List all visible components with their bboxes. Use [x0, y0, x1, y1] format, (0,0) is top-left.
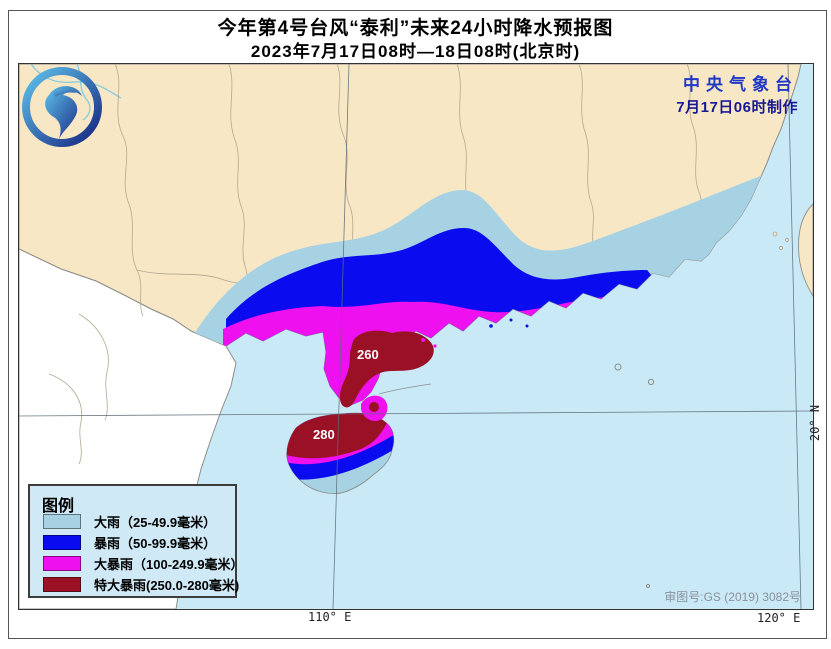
legend-item-rainstorm: 暴雨（50-99.9毫米）: [43, 535, 217, 551]
strait-line: [378, 383, 432, 395]
legend-swatch-severe-rainstorm: [43, 577, 81, 592]
agency-name: 中央气象台: [683, 75, 798, 94]
agency-issue-time: 7月17日06时制作: [676, 99, 798, 116]
legend-label-heavy-rain: 大雨（25-49.9毫米）: [94, 515, 217, 530]
page-subtitle-date-range: 2023年7月17日08时—18日08时(北京时): [250, 42, 581, 61]
legend-item-heavy-rainstorm: 大暴雨（100-249.9毫米）: [43, 556, 244, 572]
tick-latitude-20n: 20° N: [808, 404, 823, 442]
meteorological-agency-logo: [22, 67, 102, 147]
legend-swatch-rainstorm: [43, 535, 81, 550]
legend-swatch-heavy-rain: [43, 514, 81, 529]
coastal-islets: [421, 318, 529, 348]
graticule-lines: [19, 64, 813, 609]
pratas-islands: [614, 363, 655, 588]
tick-longitude-120e: 120° E: [757, 611, 801, 625]
legend-item-severe-rainstorm: 特大暴雨(250.0-280毫米): [43, 577, 240, 593]
legend-label-rainstorm: 暴雨（50-99.9毫米）: [94, 536, 217, 551]
map-review-number: 审图号:GS (2019) 3082号: [664, 590, 801, 604]
contour-label-280: 280: [313, 427, 335, 442]
legend-item-heavy-rain: 大雨（25-49.9毫米）: [43, 514, 217, 530]
agency-block: 中央气象台 7月17日06时制作: [676, 73, 798, 119]
legend-label-heavy-rainstorm: 大暴雨（100-249.9毫米）: [94, 557, 244, 572]
legend-title: 图例: [42, 498, 75, 515]
precipitation-forecast-map: 260 280 中央气象台 7月17日06时制作 图例 大雨（25-49.9毫米: [18, 63, 814, 610]
tick-longitude-110e: 110° E: [308, 610, 352, 624]
strait-islet-core: [369, 402, 379, 412]
contour-label-260: 260: [357, 347, 379, 362]
legend-swatch-heavy-rainstorm: [43, 556, 81, 571]
penghu-islands: [772, 231, 789, 250]
band-severe-rainstorm-leizhou: [339, 330, 434, 408]
legend-label-severe-rainstorm: 特大暴雨(250.0-280毫米): [94, 578, 240, 593]
taiwan-coast-sliver: [798, 203, 813, 297]
legend: 图例 大雨（25-49.9毫米） 暴雨（50-99.9毫米） 大暴雨（100-2…: [28, 484, 244, 598]
page-title: 今年第4号台风“泰利”未来24小时降水预报图: [217, 18, 614, 39]
